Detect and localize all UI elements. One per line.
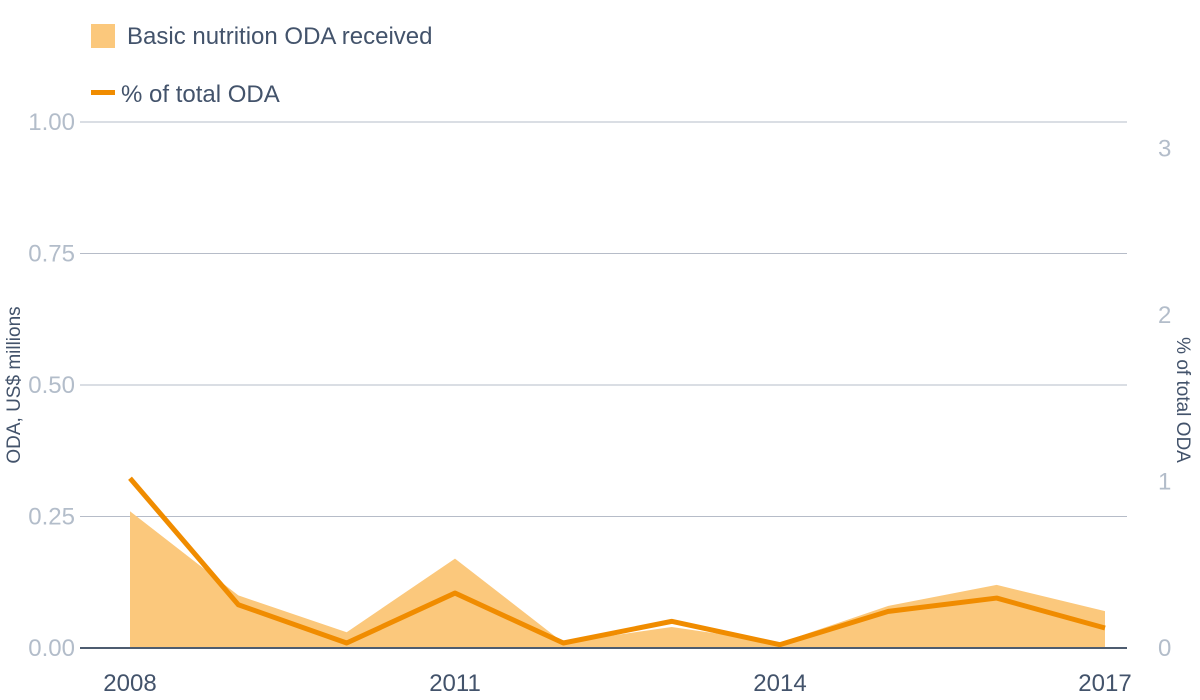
right-tick-label: 1 bbox=[1158, 469, 1171, 496]
line-path bbox=[128, 476, 1106, 648]
x-axis-ticks: 2008 2011 2014 2017 bbox=[103, 670, 1131, 697]
line-series bbox=[128, 476, 1106, 648]
area-fill bbox=[130, 511, 1105, 648]
legend-line-swatch bbox=[91, 90, 115, 95]
right-tick-label: 0 bbox=[1158, 635, 1171, 662]
left-tick-label: 0.75 bbox=[28, 241, 75, 268]
right-tick-label: 3 bbox=[1158, 136, 1171, 163]
x-tick-label: 2017 bbox=[1078, 670, 1131, 697]
left-tick-label: 0.50 bbox=[28, 372, 75, 399]
left-tick-label: 1.00 bbox=[28, 109, 75, 136]
left-tick-label: 0.00 bbox=[28, 635, 75, 662]
x-tick-label: 2014 bbox=[753, 670, 806, 697]
legend-area-label: Basic nutrition ODA received bbox=[127, 23, 432, 50]
right-axis-title: % of total ODA bbox=[1172, 337, 1193, 463]
left-tick-label: 0.25 bbox=[28, 504, 75, 531]
x-tick-label: 2011 bbox=[429, 670, 481, 697]
legend-area-swatch bbox=[91, 24, 115, 48]
x-tick-label: 2008 bbox=[103, 670, 156, 697]
legend-line-label: % of total ODA bbox=[121, 81, 280, 108]
left-axis-title: ODA, US$ millions bbox=[4, 306, 25, 463]
right-axis-ticks: 0 1 2 3 bbox=[1158, 136, 1171, 662]
left-axis-ticks: 0.00 0.25 0.50 0.75 1.00 bbox=[28, 109, 75, 662]
right-tick-label: 2 bbox=[1158, 302, 1171, 329]
legend: Basic nutrition ODA received % of total … bbox=[91, 23, 432, 108]
area-series bbox=[130, 511, 1105, 648]
gridlines bbox=[80, 121, 1127, 517]
